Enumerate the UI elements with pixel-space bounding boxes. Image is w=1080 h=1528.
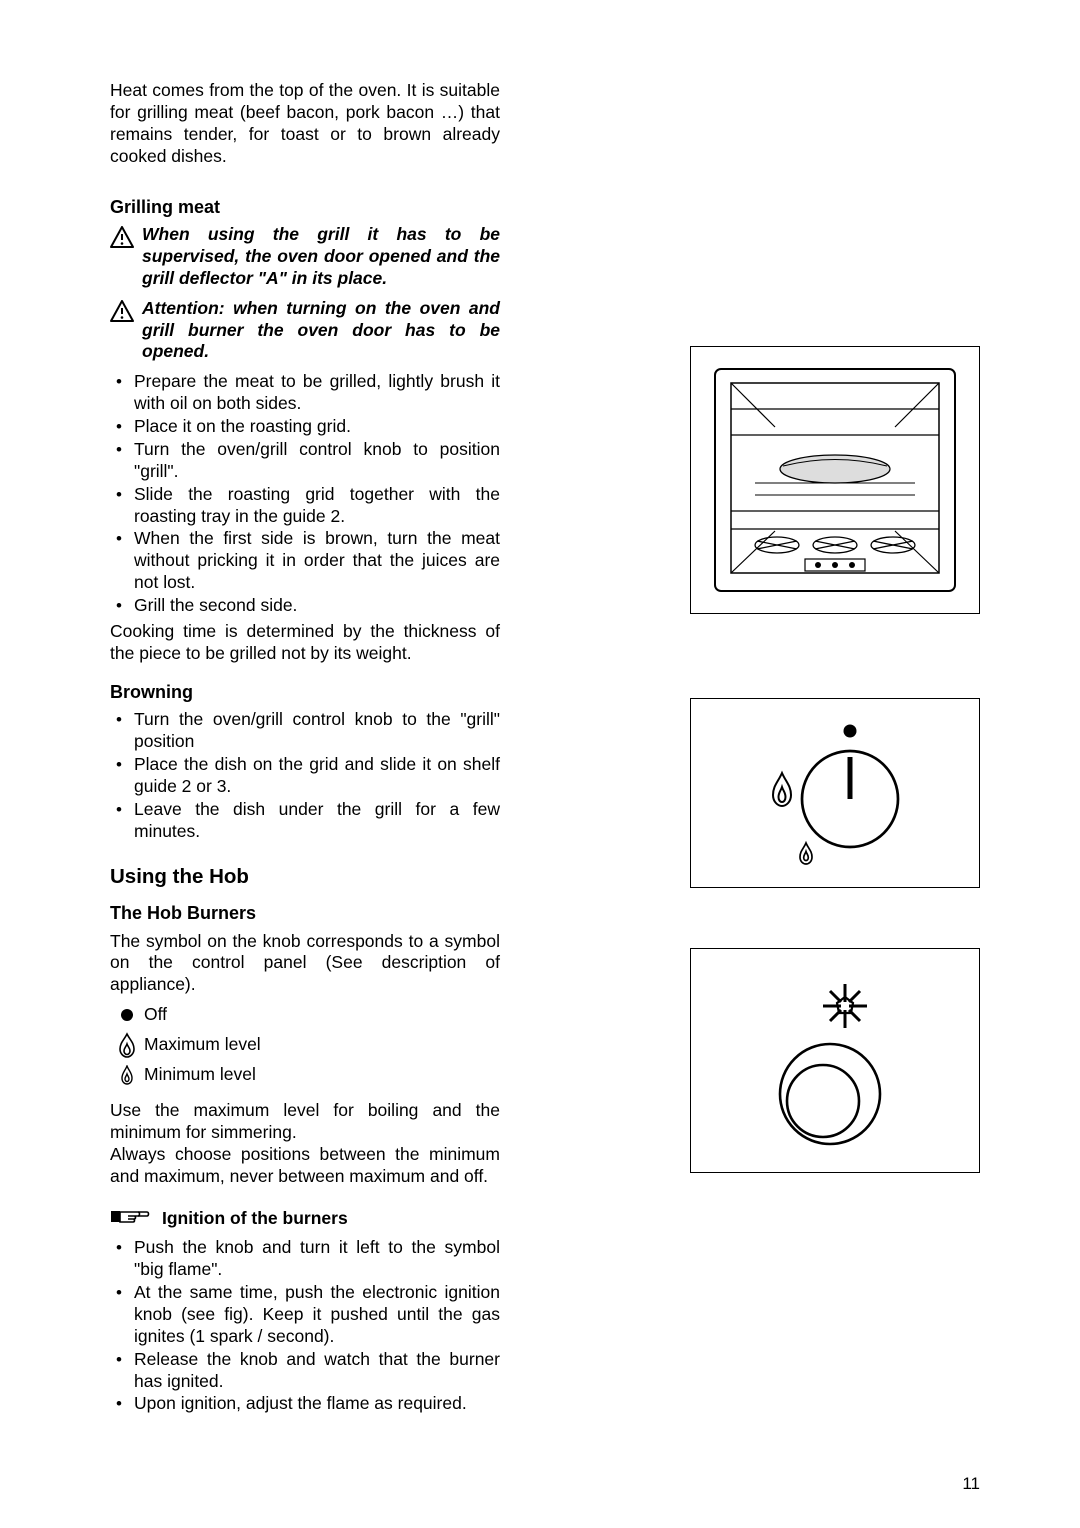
list-item: Grill the second side. [110,595,500,617]
list-item: Turn the oven/grill control knob to the … [110,709,500,753]
left-column: Heat comes from the top of the oven. It … [110,80,500,1419]
legend-off-label: Off [144,1004,167,1026]
list-item: Turn the oven/grill control knob to posi… [110,439,500,483]
hob-subheading: The Hob Burners [110,902,500,925]
big-flame-icon [110,1032,144,1058]
oven-illustration [690,346,980,614]
page-number: 11 [962,1473,980,1494]
warning-1-text: When using the grill it has to be superv… [142,224,500,290]
legend-min: Minimum level [110,1064,500,1086]
legend-off: Off [110,1004,500,1026]
intro-text: Heat comes from the top of the oven. It … [110,80,500,168]
grilling-heading: Grilling meat [110,196,500,219]
list-item: When the first side is brown, turn the m… [110,528,500,594]
right-column [540,80,980,1419]
list-item: Slide the roasting grid together with th… [110,484,500,528]
list-item: Leave the dish under the grill for a few… [110,799,500,843]
ignition-heading: Ignition of the burners [162,1208,348,1230]
warning-icon [110,226,134,254]
legend-min-label: Minimum level [144,1064,256,1086]
list-item: Push the knob and turn it left to the sy… [110,1237,500,1281]
legend-max: Maximum level [110,1032,500,1058]
hob-usage2: Always choose positions between the mini… [110,1144,500,1188]
list-item: Prepare the meat to be grilled, lightly … [110,371,500,415]
legend-max-label: Maximum level [144,1034,261,1056]
browning-heading: Browning [110,681,500,704]
browning-list: Turn the oven/grill control knob to the … [110,709,500,842]
warning-2: Attention: when turning on the oven and … [110,298,500,364]
page-columns: Heat comes from the top of the oven. It … [110,80,980,1419]
warning-2-text: Attention: when turning on the oven and … [142,298,500,364]
list-item: At the same time, push the electronic ig… [110,1282,500,1348]
ignition-illustration [690,948,980,1173]
hob-desc: The symbol on the knob corresponds to a … [110,931,500,997]
list-item: Upon ignition, adjust the flame as requi… [110,1393,500,1415]
dot-icon [110,1008,144,1022]
hob-heading: Using the Hob [110,864,500,890]
warning-1: When using the grill it has to be superv… [110,224,500,290]
grilling-list: Prepare the meat to be grilled, lightly … [110,371,500,617]
small-flame-icon [110,1065,144,1085]
hob-usage1: Use the maximum level for boiling and th… [110,1100,500,1144]
warning-icon [110,300,134,328]
grilling-after: Cooking time is determined by the thickn… [110,621,500,665]
ignition-list: Push the knob and turn it left to the sy… [110,1237,500,1415]
list-item: Release the knob and watch that the burn… [110,1349,500,1393]
ignition-heading-row: Ignition of the burners [110,1205,500,1233]
list-item: Place the dish on the grid and slide it … [110,754,500,798]
pointing-hand-icon [110,1205,150,1233]
knob-illustration [690,698,980,888]
list-item: Place it on the roasting grid. [110,416,500,438]
